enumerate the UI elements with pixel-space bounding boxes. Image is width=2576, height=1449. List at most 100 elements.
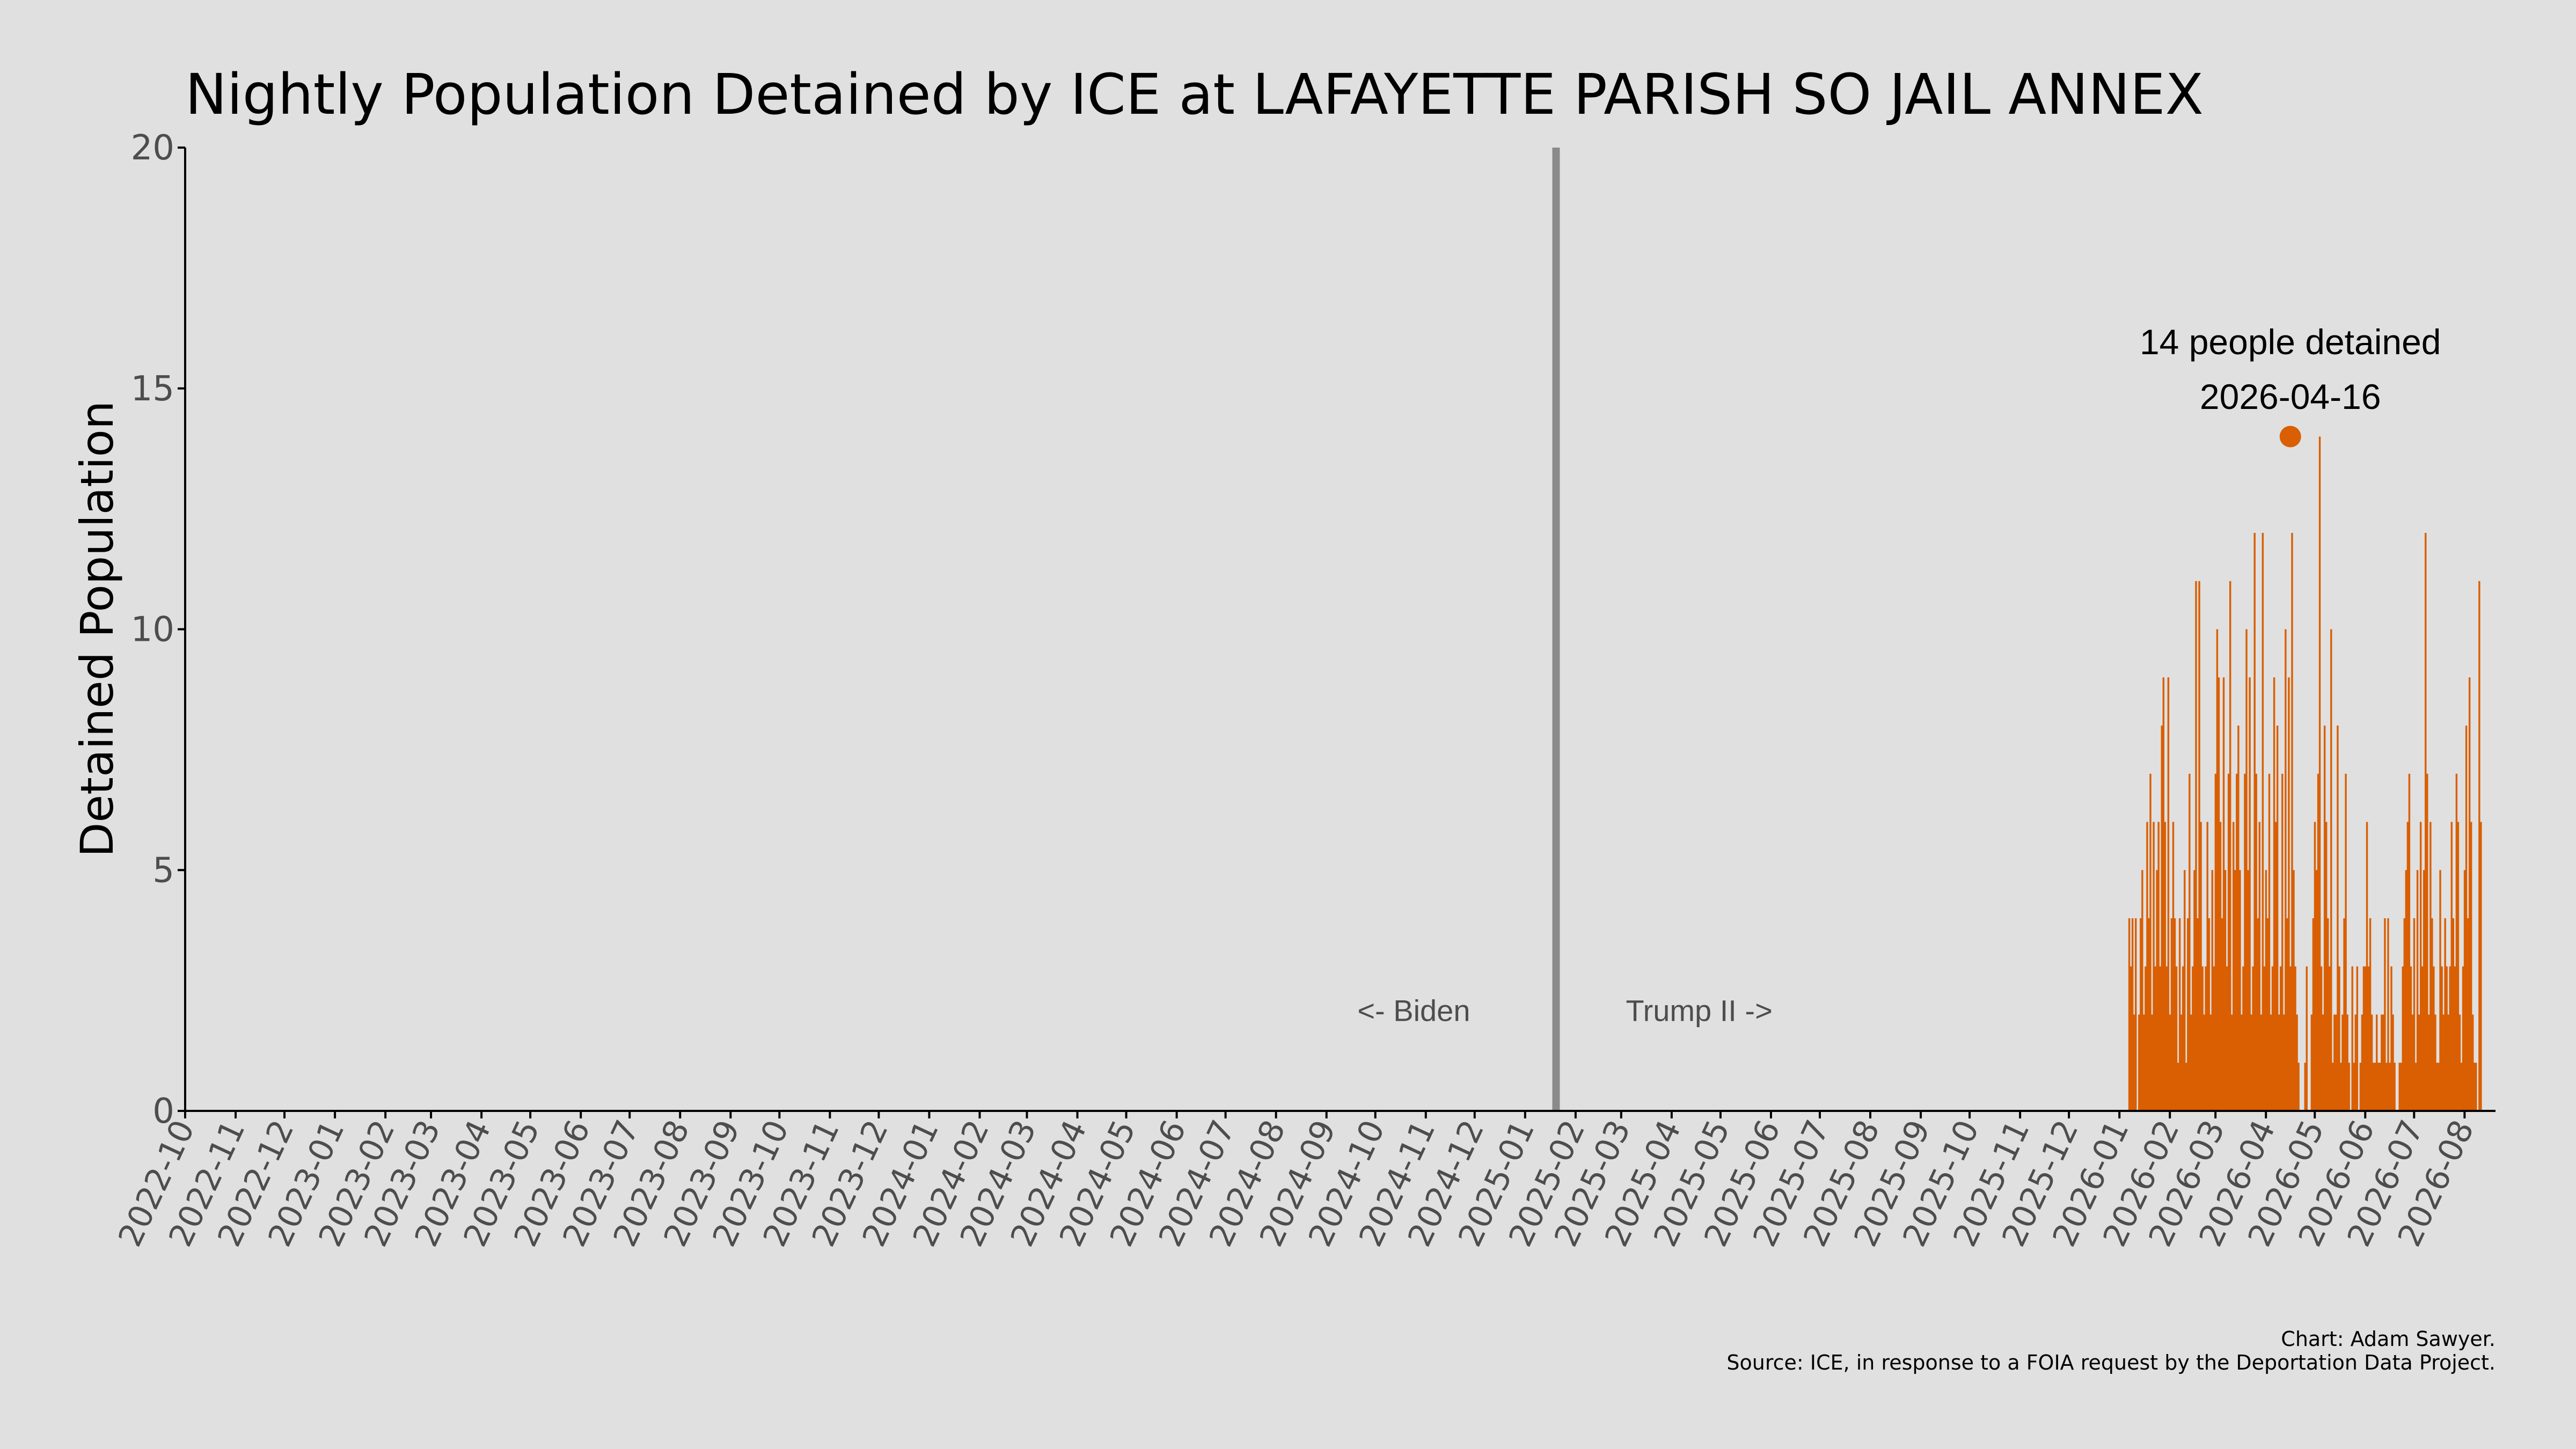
bar bbox=[2433, 966, 2435, 1111]
bar bbox=[2411, 1014, 2414, 1111]
bar bbox=[2297, 1063, 2300, 1111]
bar bbox=[2439, 870, 2441, 1111]
bar bbox=[2472, 1014, 2474, 1111]
bar bbox=[2184, 870, 2186, 1111]
bar bbox=[2266, 918, 2269, 1111]
bar bbox=[2242, 966, 2244, 1111]
bar bbox=[2182, 966, 2184, 1111]
bar bbox=[2241, 1014, 2243, 1111]
bar bbox=[2141, 870, 2143, 1111]
bar bbox=[2473, 1063, 2476, 1111]
bar bbox=[2249, 677, 2251, 1111]
bar bbox=[2426, 773, 2428, 1111]
bar bbox=[2167, 677, 2170, 1111]
biden-label: <- Biden bbox=[1357, 994, 1470, 1028]
bar bbox=[2338, 966, 2340, 1111]
bar bbox=[2450, 822, 2453, 1111]
bar bbox=[2247, 870, 2249, 1111]
bar bbox=[2438, 1063, 2440, 1111]
bar bbox=[2460, 1063, 2463, 1111]
bar bbox=[2245, 629, 2248, 1111]
bar bbox=[2337, 726, 2339, 1111]
bar bbox=[2187, 918, 2189, 1111]
bar bbox=[2370, 1014, 2373, 1111]
bar bbox=[2190, 1014, 2192, 1111]
bar bbox=[2304, 1063, 2306, 1111]
bar bbox=[2332, 1063, 2334, 1111]
bar bbox=[2442, 1014, 2445, 1111]
bar bbox=[2263, 966, 2266, 1111]
bar bbox=[2234, 870, 2236, 1111]
bar bbox=[2135, 918, 2137, 1111]
bar bbox=[2257, 918, 2259, 1111]
bar bbox=[2143, 1014, 2145, 1111]
bar bbox=[2457, 822, 2460, 1111]
bar bbox=[2419, 822, 2422, 1111]
bar bbox=[2374, 1063, 2376, 1111]
bar bbox=[2447, 1014, 2449, 1111]
bar bbox=[2193, 870, 2196, 1111]
x-ticks: 2022-102022-112022-122023-012023-022023-… bbox=[111, 1111, 2482, 1253]
bar bbox=[2274, 822, 2277, 1111]
bar bbox=[2320, 966, 2323, 1111]
bar bbox=[2273, 677, 2275, 1111]
bar bbox=[2359, 1063, 2362, 1111]
bar bbox=[2454, 966, 2456, 1111]
bar bbox=[2169, 1014, 2171, 1111]
bar bbox=[2205, 966, 2207, 1111]
bar bbox=[2174, 918, 2176, 1111]
bar bbox=[2455, 773, 2458, 1111]
bar bbox=[2197, 918, 2199, 1111]
bar bbox=[2189, 773, 2191, 1111]
bar bbox=[2403, 918, 2406, 1111]
bar bbox=[2361, 1014, 2363, 1111]
bar bbox=[2237, 726, 2240, 1111]
bar bbox=[2172, 822, 2175, 1111]
bar bbox=[2343, 918, 2345, 1111]
bar bbox=[2281, 773, 2284, 1111]
bar bbox=[2468, 677, 2471, 1111]
bar bbox=[2219, 822, 2222, 1111]
bar bbox=[2431, 918, 2433, 1111]
bar bbox=[2233, 822, 2235, 1111]
bar bbox=[2425, 533, 2427, 1111]
bar bbox=[2206, 822, 2208, 1111]
bar bbox=[2379, 1063, 2381, 1111]
bar bbox=[2318, 436, 2321, 1111]
bar bbox=[2148, 918, 2150, 1111]
bar bbox=[2200, 822, 2202, 1111]
bar bbox=[2209, 1014, 2212, 1111]
bars bbox=[2128, 436, 2482, 1111]
bar bbox=[2214, 773, 2217, 1111]
bar bbox=[2280, 966, 2282, 1111]
bar bbox=[2434, 1014, 2436, 1111]
bar bbox=[2416, 870, 2419, 1111]
bar bbox=[2231, 1014, 2233, 1111]
y-tick-label: 10 bbox=[131, 610, 174, 650]
credit-source: Source: ICE, in response to a FOIA reque… bbox=[1726, 1351, 2496, 1374]
bar bbox=[2382, 1014, 2384, 1111]
bar bbox=[2402, 966, 2404, 1111]
bar bbox=[2128, 918, 2131, 1111]
bar bbox=[2351, 966, 2353, 1111]
bar bbox=[2208, 918, 2210, 1111]
bar bbox=[2185, 1063, 2187, 1111]
peak-label-date: 2026-04-16 bbox=[2200, 377, 2381, 416]
bar bbox=[2381, 1014, 2383, 1111]
bar bbox=[2162, 677, 2165, 1111]
bar bbox=[2221, 918, 2223, 1111]
trump-label: Trump II -> bbox=[1626, 994, 1772, 1028]
bar bbox=[2131, 918, 2134, 1111]
bar bbox=[2362, 966, 2365, 1111]
bar bbox=[2252, 966, 2254, 1111]
bar bbox=[2462, 966, 2464, 1111]
bar bbox=[2458, 1014, 2461, 1111]
bar bbox=[2149, 773, 2151, 1111]
bar bbox=[2314, 822, 2316, 1111]
bar bbox=[2293, 870, 2295, 1111]
bar bbox=[2414, 1063, 2417, 1111]
bar bbox=[2153, 822, 2155, 1111]
bar bbox=[2470, 822, 2472, 1111]
bar bbox=[2260, 1014, 2263, 1111]
